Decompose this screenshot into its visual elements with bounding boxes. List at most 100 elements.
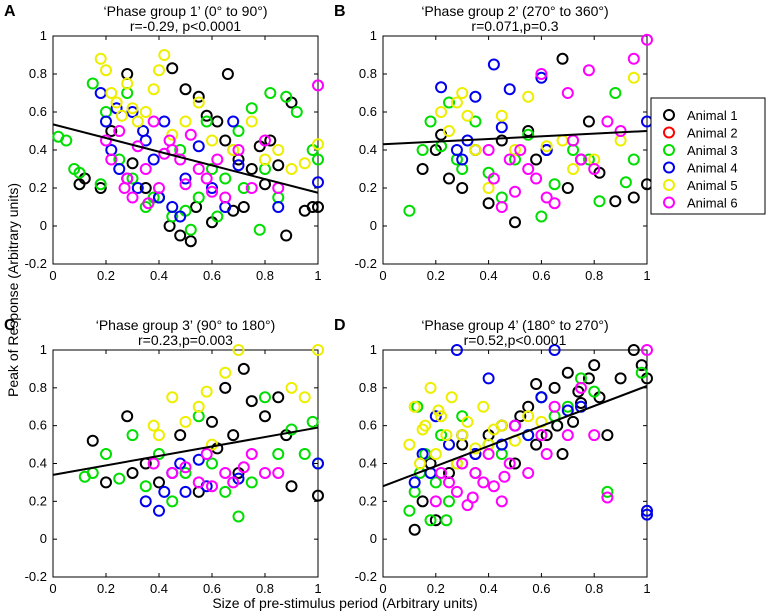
y-tick-label: 1: [370, 28, 377, 43]
x-tick-label: 0.2: [97, 268, 115, 283]
point-animal-3: [440, 514, 453, 527]
point-animal-3: [416, 144, 429, 156]
point-animal-6: [495, 495, 508, 508]
point-animal-6: [139, 163, 152, 175]
panel-d: 0 0.2 0.4 0.6 0.8 1-0.200.20.40.60.81‘Phase g…: [334, 317, 653, 596]
point-animal-5: [298, 157, 311, 170]
point-animal-1: [206, 415, 218, 428]
point-animal-6: [429, 495, 442, 508]
point-animal-5: [153, 429, 165, 442]
y-tick-label: 1: [370, 342, 377, 357]
point-animal-5: [456, 87, 469, 99]
point-animal-6: [105, 153, 118, 166]
point-animal-4: [469, 90, 482, 103]
point-animal-3: [264, 87, 277, 99]
point-animal-6: [540, 448, 553, 461]
point-animal-3: [179, 466, 192, 479]
point-animal-3: [601, 485, 614, 498]
point-animal-5: [482, 182, 495, 194]
point-animal-5: [435, 106, 448, 118]
point-animal-6: [487, 480, 500, 493]
point-animal-3: [593, 195, 606, 208]
point-animal-5: [110, 96, 123, 109]
point-animal-3: [219, 485, 232, 498]
point-animal-5: [522, 90, 535, 103]
y-tick-label: 0: [370, 531, 377, 546]
legend-label-animal-6: Animal 6: [687, 196, 738, 211]
point-animal-6: [588, 163, 601, 175]
y-tick-label: 0.4: [359, 142, 377, 157]
point-animal-1: [280, 229, 293, 242]
point-animal-1: [174, 229, 187, 242]
point-animal-6: [503, 153, 516, 166]
point-animal-1: [443, 172, 455, 185]
x-tick-label: 1: [643, 581, 650, 596]
y-tick-label: 0.8: [359, 66, 377, 81]
point-animal-4: [227, 115, 240, 128]
point-animal-3: [535, 210, 548, 223]
point-animal-5: [443, 125, 455, 137]
point-animal-3: [290, 106, 303, 118]
y-tick-label: 0.6: [359, 104, 377, 119]
x-tick-label: 0.8: [585, 268, 603, 283]
point-animal-4: [456, 153, 469, 166]
panel-title: ‘Phase group 3’ (90° to 180°): [96, 317, 276, 333]
point-animal-3: [429, 476, 442, 489]
point-animal-5: [105, 87, 118, 99]
point-animal-1: [179, 83, 192, 96]
point-animal-6: [232, 144, 245, 156]
point-animal-4: [153, 504, 165, 517]
plot-area: [52, 344, 324, 523]
point-animal-6: [118, 182, 131, 194]
point-animal-3: [211, 210, 224, 223]
legend-marker-animal-2: [663, 126, 675, 139]
point-animal-1: [259, 410, 271, 423]
point-animal-6: [179, 178, 192, 191]
point-animal-6: [482, 448, 495, 461]
y-tick-label: 0.6: [29, 104, 47, 119]
point-animal-6: [456, 457, 469, 470]
point-animal-6: [588, 429, 601, 442]
point-animal-6: [113, 125, 126, 137]
regression-line: [382, 130, 648, 146]
point-animal-1: [416, 163, 429, 175]
point-animal-1: [245, 395, 258, 408]
x-tick-label: 0.6: [532, 268, 550, 283]
y-tick-label: 0.6: [29, 418, 47, 433]
point-animal-1: [582, 115, 595, 128]
point-animal-3: [522, 128, 535, 141]
point-animal-6: [142, 197, 155, 210]
point-animal-5: [115, 109, 128, 122]
point-animal-5: [408, 400, 421, 413]
point-animal-3: [126, 429, 139, 442]
point-animal-3: [192, 191, 205, 204]
y-tick-label: 0: [40, 218, 47, 233]
point-animal-6: [443, 476, 455, 489]
x-tick-label: 0.8: [256, 581, 274, 596]
point-animal-3: [403, 204, 416, 217]
panel-c: 0 0.2 0.4 0.6 0.8 1-0.200.20.40.60.81‘Phase g…: [4, 317, 324, 596]
legend-label-animal-3: Animal 3: [687, 143, 738, 158]
point-animal-3: [403, 504, 416, 517]
point-animal-4: [548, 344, 561, 356]
point-animal-4: [126, 106, 139, 118]
point-animal-5: [403, 438, 416, 451]
x-tick-label: 0.4: [150, 581, 168, 596]
point-animal-4: [192, 140, 205, 153]
point-animal-6: [514, 144, 527, 156]
x-tick-label: 0.4: [480, 268, 498, 283]
x-tick-label: 0: [49, 581, 56, 596]
point-animal-6: [147, 115, 160, 128]
point-animal-5: [153, 64, 165, 77]
point-animal-5: [429, 448, 442, 461]
legend-marker-animal-6: [663, 196, 675, 209]
point-animal-6: [245, 448, 258, 461]
point-animal-4: [641, 508, 653, 521]
point-animal-4: [450, 144, 463, 156]
point-animal-1: [540, 429, 553, 442]
point-animal-4: [174, 210, 187, 223]
point-animal-4: [495, 121, 508, 134]
y-tick-label: -0.2: [355, 569, 377, 584]
y-tick-label: 1: [40, 342, 47, 357]
point-animal-1: [614, 372, 627, 385]
